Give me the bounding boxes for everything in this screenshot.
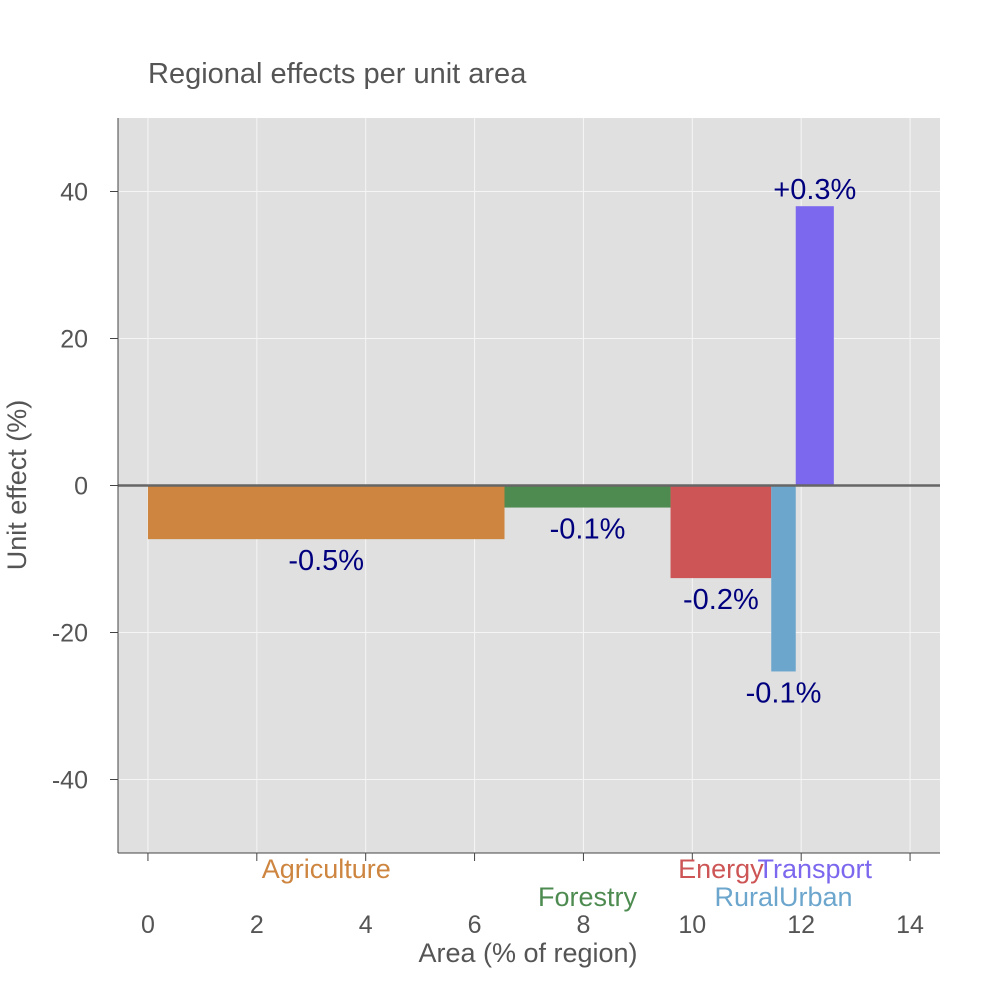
y-tick-label: -20: [52, 620, 88, 648]
bar-energy: [670, 485, 772, 579]
x-tick-label: 2: [250, 911, 264, 939]
x-tick-label: 12: [787, 911, 815, 939]
axes: 0 2 4 6 8 10 12 14 -40 -20 0 20 40: [52, 118, 940, 939]
x-tick-label: 10: [678, 911, 706, 939]
data-label-ruralurban: -0.1%: [746, 677, 822, 709]
bar-agriculture: [147, 485, 505, 540]
data-label-transport: +0.3%: [773, 174, 856, 206]
x-tick-label: 14: [896, 911, 924, 939]
y-tick-label: 20: [60, 326, 88, 354]
x-tick-label: 4: [359, 911, 373, 939]
y-tick-label: -40: [52, 767, 88, 795]
category-label-transport: Transport: [758, 854, 873, 884]
chart-title: Regional effects per unit area: [148, 58, 527, 90]
x-tick-label: 6: [468, 911, 482, 939]
bars: [147, 206, 834, 672]
bar-ruralurban: [771, 485, 796, 672]
data-labels: -0.5% -0.1% -0.2% -0.1% +0.3%: [288, 174, 856, 709]
data-label-energy: -0.2%: [683, 584, 759, 616]
x-axis-label: Area (% of region): [418, 938, 637, 968]
category-label-energy: Energy: [678, 854, 764, 884]
category-label-ruralurban: RuralUrban: [714, 882, 852, 912]
category-labels: Agriculture Forestry EnergyRuralUrbanTrans…: [262, 854, 873, 912]
y-tick-label: 0: [74, 473, 88, 501]
category-label-forestry: Forestry: [538, 882, 638, 912]
x-tick-label: 0: [141, 911, 155, 939]
y-axis-label: Unit effect (%): [2, 400, 32, 571]
category-label-agriculture: Agriculture: [262, 854, 391, 884]
data-label-forestry: -0.1%: [550, 514, 626, 546]
y-tick-label: 40: [60, 179, 88, 207]
bar-forestry: [504, 485, 671, 508]
x-tick-label: 8: [576, 911, 590, 939]
data-label-agriculture: -0.5%: [288, 545, 364, 577]
bar-transport: [795, 206, 834, 486]
